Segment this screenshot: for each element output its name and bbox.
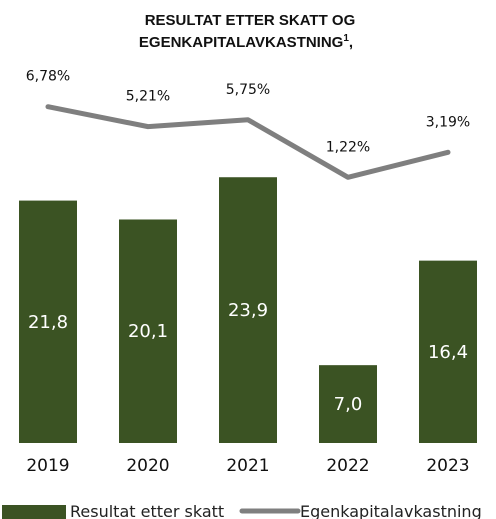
x-tick-2020: 2020 — [126, 456, 169, 476]
legend-label-line: Egenkapitalavkastning — [300, 502, 482, 519]
chart-title-line-1: RESULTAT ETTER SKATT OG — [145, 12, 356, 29]
bar-label-2019: 21,8 — [28, 312, 68, 333]
chart-title-footnote-mark: 1 — [343, 33, 349, 44]
legend-label-bars: Resultat etter skatt — [70, 502, 224, 519]
x-tick-2019: 2019 — [26, 456, 69, 476]
bar-label-2021: 23,9 — [228, 300, 268, 321]
legend-swatch-bars — [2, 505, 66, 519]
legend: Resultat etter skatt Egenkapitalavkastnin… — [2, 502, 482, 519]
x-tick-2022: 2022 — [326, 456, 369, 476]
bar-series: 21,8 20,1 23,9 7,0 16,4 — [19, 177, 477, 443]
line-label-2023: 3,19% — [426, 114, 470, 130]
line-path — [45, 104, 451, 180]
line-label-2019: 6,78% — [26, 69, 70, 85]
bar-label-2022: 7,0 — [334, 394, 363, 415]
bar-2022 — [319, 365, 377, 443]
bar-2021 — [219, 177, 277, 443]
bar-2023 — [419, 260, 477, 443]
chart-title-main: EGENKAPITALAVKASTNING — [139, 34, 343, 51]
bar-2020 — [119, 219, 177, 443]
bar-label-2023: 16,4 — [428, 342, 468, 363]
chart-title-suffix: , — [349, 34, 353, 51]
x-axis: 2019 2020 2021 2022 2023 — [26, 456, 469, 476]
bar-2019 — [19, 200, 77, 443]
x-tick-2021: 2021 — [226, 456, 269, 476]
line-label-2021: 5,75% — [226, 82, 270, 98]
line-label-2022: 1,22% — [326, 139, 370, 155]
x-tick-2023: 2023 — [426, 456, 469, 476]
line-series: 6,78% 5,21% 5,75% 1,22% 3,19% — [26, 69, 470, 180]
bar-label-2020: 20,1 — [128, 321, 168, 342]
line-label-2020: 5,21% — [126, 89, 170, 105]
chart-title-line-2: EGENKAPITALAVKASTNING1, — [139, 33, 353, 51]
